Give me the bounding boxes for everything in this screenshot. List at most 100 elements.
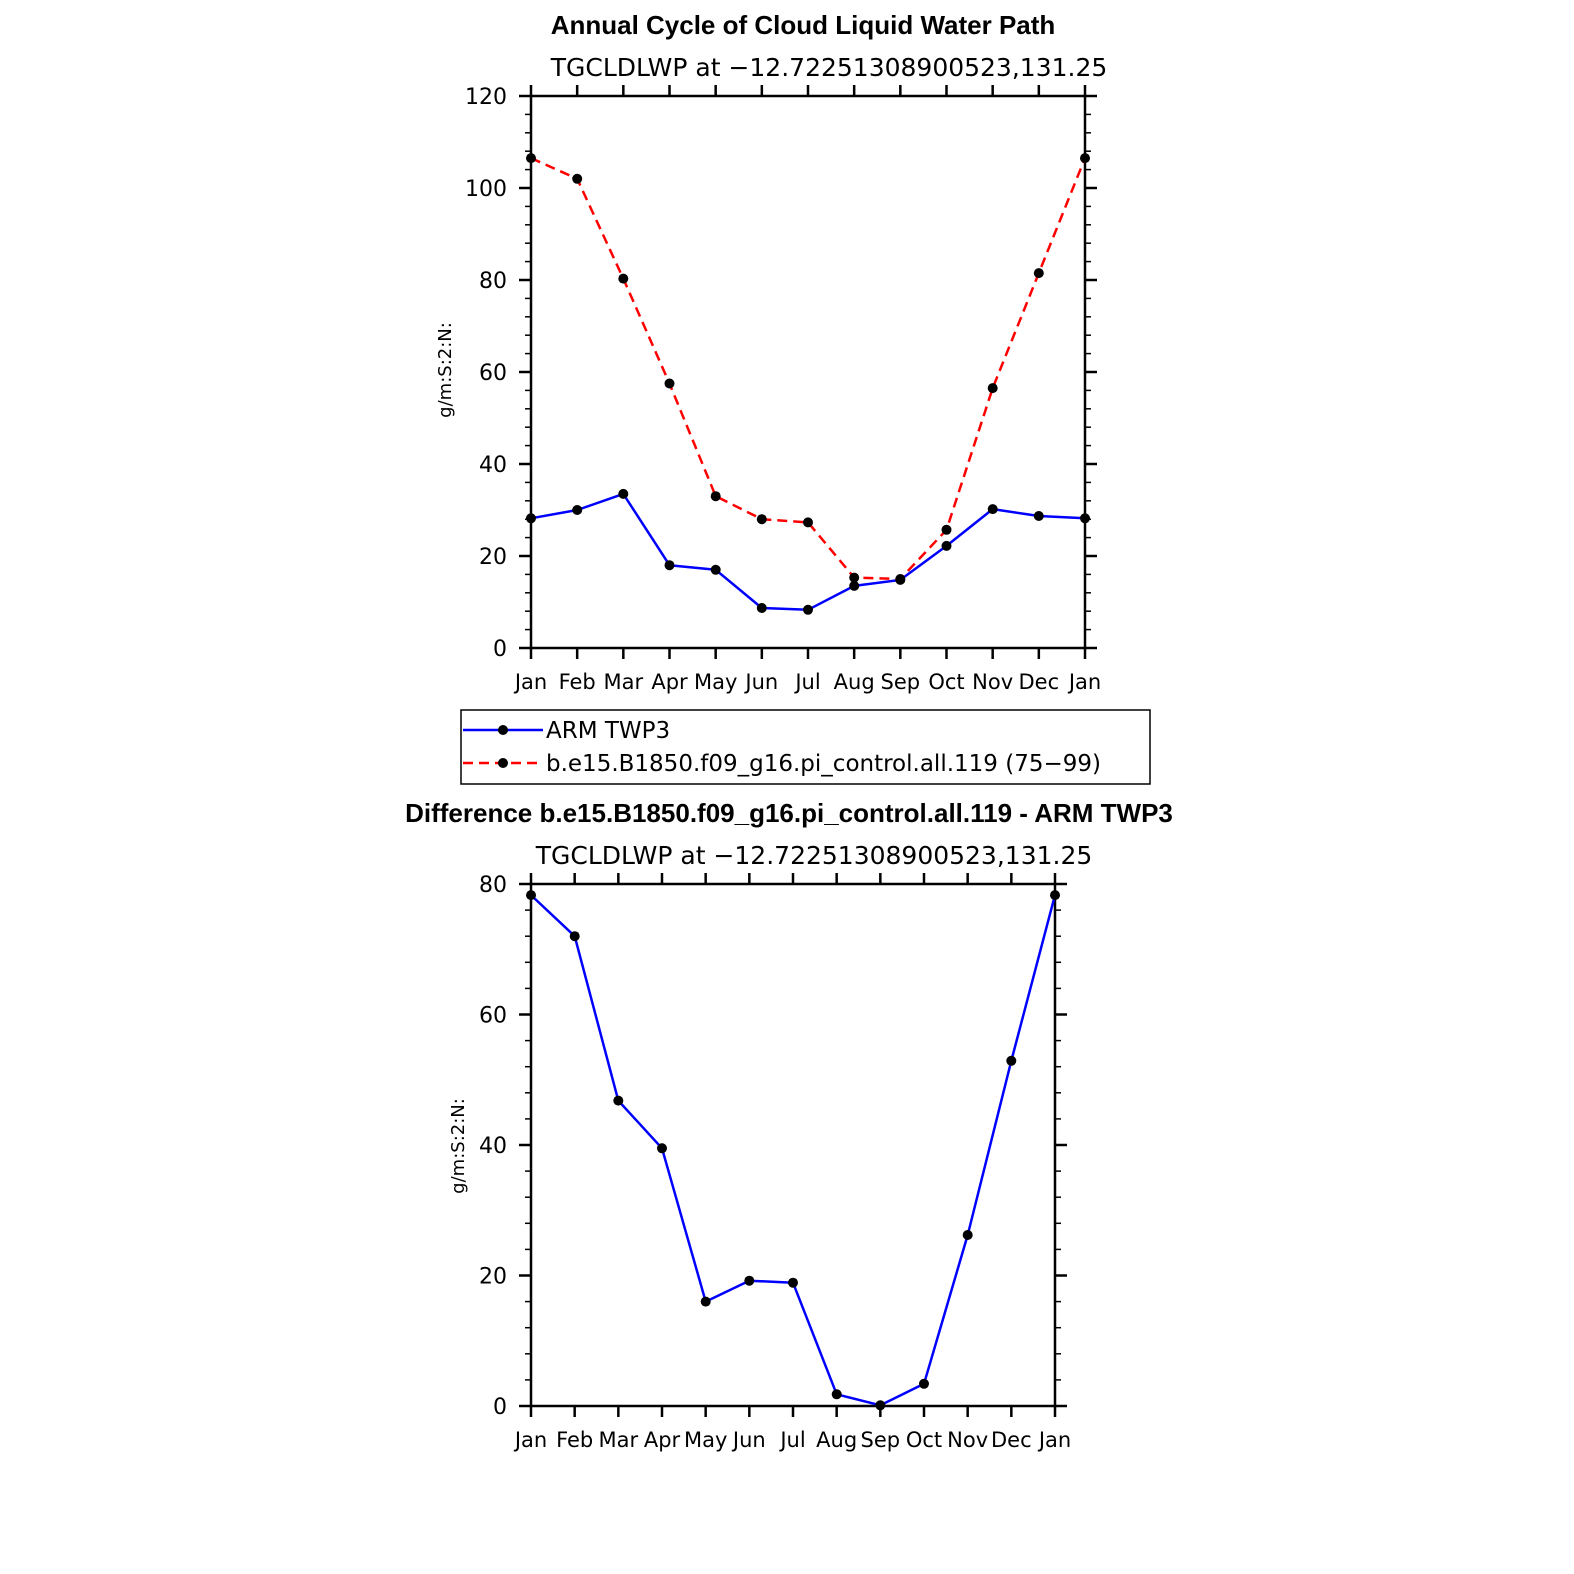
plot-marks <box>526 890 1060 1411</box>
chart-title: Difference b.e15.B1850.f09_g16.pi_contro… <box>405 798 1173 828</box>
x-tick-label: Nov <box>947 1428 988 1452</box>
legend-box <box>460 709 1151 785</box>
x-tick-label: Jul <box>793 670 820 694</box>
data-point <box>987 383 998 394</box>
series-line-0 <box>530 894 1057 1407</box>
x-tick-label: Oct <box>928 670 964 694</box>
data-point <box>831 1389 842 1400</box>
data-point <box>664 378 675 389</box>
y-tick-label: 0 <box>493 637 507 662</box>
data-point <box>803 604 813 615</box>
data-point <box>941 540 952 551</box>
chart-subtitle: TGCLDLWP at −12.72251308900523,131.25 <box>550 53 1108 82</box>
data-point <box>803 517 813 528</box>
legend-marker-model <box>498 758 508 768</box>
y-tick-label: 20 <box>479 545 507 570</box>
x-tick-label: Aug <box>816 1428 857 1452</box>
data-point <box>526 153 536 164</box>
data-point <box>756 514 767 525</box>
y-tick-label: 100 <box>465 177 507 202</box>
x-tick-label: Oct <box>906 1428 942 1452</box>
difference-panel: Difference b.e15.B1850.f09_g16.pi_contro… <box>405 798 1173 1452</box>
data-point <box>700 1296 711 1307</box>
data-point <box>569 931 580 942</box>
data-point <box>1080 513 1090 524</box>
series-line-0 <box>530 492 1086 612</box>
data-point <box>618 273 629 284</box>
data-point <box>941 524 952 535</box>
x-tick-label: Sep <box>861 1428 901 1452</box>
x-tick-label: Jan <box>513 1428 547 1452</box>
x-tick-label: Jan <box>1067 670 1101 694</box>
data-point <box>875 1400 886 1411</box>
x-tick-label: Feb <box>556 1428 593 1452</box>
x-tick-label: Jun <box>731 1428 766 1452</box>
chart-subtitle: TGCLDLWP at −12.72251308900523,131.25 <box>535 841 1093 870</box>
y-tick-label: 80 <box>479 873 507 898</box>
x-tick-label: Jul <box>778 1428 805 1452</box>
plot-axes: Jan Feb Mar Apr May Jun Jul Aug Sep Oct Nov Dec Jan0… <box>465 85 1101 694</box>
x-tick-label: Apr <box>644 1428 681 1452</box>
data-point <box>744 1275 755 1286</box>
data-point <box>987 504 998 515</box>
data-point <box>1033 511 1044 521</box>
data-point <box>618 488 629 499</box>
data-point <box>1080 153 1090 164</box>
plot-frame <box>529 94 1087 650</box>
y-tick-label: 60 <box>479 1004 507 1029</box>
y-tick-label: 20 <box>479 1265 507 1290</box>
x-tick-label: Aug <box>834 670 875 694</box>
plot-axes: Jan Feb Mar Apr May Jun Jul Aug Sep Oct Nov Dec Jan0… <box>479 873 1071 1452</box>
y-tick-label: 40 <box>479 453 507 478</box>
y-tick-label: 0 <box>493 1395 507 1420</box>
data-point <box>919 1378 929 1389</box>
chart-title: Annual Cycle of Cloud Liquid Water Path <box>551 10 1056 40</box>
legend: ARM TWP3 b.e15.B1850.f09_g16.pi_control.… <box>460 709 1151 785</box>
data-point <box>526 513 536 524</box>
x-tick-label: Apr <box>651 670 688 694</box>
x-tick-label: Nov <box>972 670 1013 694</box>
data-point <box>657 1143 667 1154</box>
x-tick-label: Mar <box>599 1428 639 1452</box>
legend-marker-arm <box>498 725 508 735</box>
x-tick-label: May <box>684 1428 727 1452</box>
y-tick-label: 120 <box>465 85 507 110</box>
x-tick-label: Dec <box>1019 670 1060 694</box>
y-tick-label: 60 <box>479 361 507 386</box>
y-axis-label: g/m:S:2:N: <box>448 1098 469 1194</box>
data-point <box>572 505 583 515</box>
data-point <box>1033 268 1044 279</box>
data-point <box>788 1277 798 1288</box>
data-point <box>664 560 675 571</box>
data-point <box>710 491 721 502</box>
data-point <box>526 890 536 901</box>
x-tick-label: Jan <box>513 670 547 694</box>
legend-label-arm: ARM TWP3 <box>546 718 670 744</box>
x-tick-label: Feb <box>559 670 596 694</box>
data-point <box>1006 1055 1017 1066</box>
data-point <box>710 564 721 575</box>
data-point <box>849 572 860 583</box>
x-tick-label: May <box>694 670 737 694</box>
y-tick-label: 40 <box>479 1134 507 1159</box>
plot-frame <box>529 882 1057 1408</box>
series-line-1 <box>530 156 1087 581</box>
x-tick-label: Jan <box>1037 1428 1071 1452</box>
data-point <box>756 603 767 613</box>
y-tick-label: 80 <box>479 269 507 294</box>
x-tick-label: Jun <box>743 670 778 694</box>
data-point <box>613 1095 624 1106</box>
y-axis-label: g/m:S:2:N: <box>435 322 456 418</box>
data-point <box>962 1230 973 1240</box>
x-tick-label: Dec <box>991 1428 1032 1452</box>
data-point <box>572 173 583 184</box>
x-tick-label: Mar <box>604 670 644 694</box>
data-point <box>849 580 860 591</box>
data-point <box>1050 890 1060 901</box>
x-tick-label: Sep <box>881 670 921 694</box>
plot-marks <box>526 153 1090 615</box>
data-point <box>895 574 906 584</box>
annual-cycle-panel: Annual Cycle of Cloud Liquid Water Path … <box>435 10 1107 694</box>
legend-label-model: b.e15.B1850.f09_g16.pi_control.all.119 (… <box>546 751 1101 777</box>
